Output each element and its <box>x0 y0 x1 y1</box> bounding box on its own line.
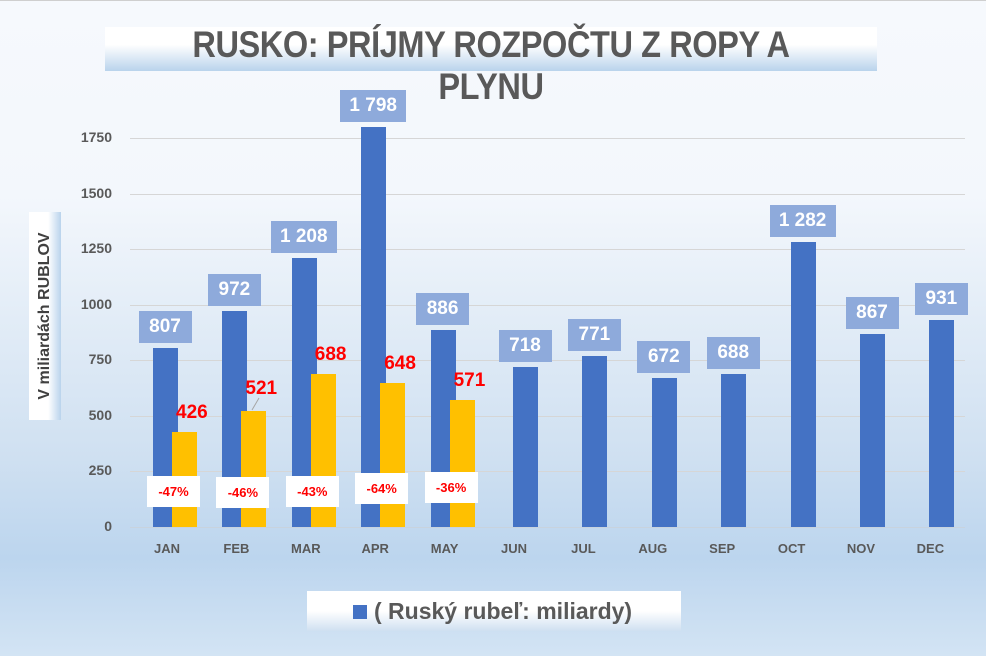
y-tick-label: 1750 <box>80 129 112 145</box>
gridline <box>130 471 965 472</box>
gridline <box>130 416 965 417</box>
bar-sep <box>721 374 747 527</box>
data-label-sep: 688 <box>706 337 760 370</box>
x-tick-jan: JAN <box>153 541 180 556</box>
data-label-jul: 771 <box>567 318 621 351</box>
x-tick-mar: MAR <box>290 541 321 556</box>
y-tick-label: 0 <box>104 518 112 534</box>
x-tick-dec: DEC <box>916 541 945 556</box>
title-background <box>105 27 877 71</box>
change-percent-label-feb: -46% <box>216 477 270 508</box>
chart-title: RUSKO: PRÍJMY ROZPOČTU Z ROPY A PLYNU <box>192 24 790 107</box>
gridline <box>130 305 965 306</box>
y-tick-label: 1000 <box>80 296 112 312</box>
x-tick-jul: JUL <box>571 541 596 556</box>
x-tick-apr: APR <box>361 541 389 556</box>
legend <box>307 591 681 631</box>
y-tick-label: 750 <box>88 351 112 367</box>
bar-orange-apr <box>380 382 406 527</box>
x-tick-oct: OCT <box>777 541 806 556</box>
orange-data-label-mar: 688 <box>314 344 347 366</box>
legend-label: ( Ruský rubeľ: miliardy) <box>374 598 633 624</box>
data-label-may: 886 <box>416 293 470 326</box>
x-tick-jun: JUN <box>500 541 527 556</box>
bar-nov <box>860 334 885 527</box>
gridline <box>130 249 965 250</box>
bar-orange-may <box>449 400 475 527</box>
legend-swatch-icon <box>353 605 367 619</box>
x-tick-may: MAY <box>430 541 459 556</box>
orange-data-label-jan: 426 <box>176 402 208 424</box>
orange-data-label-apr: 648 <box>384 352 416 374</box>
x-tick-feb: FEB <box>223 541 250 556</box>
data-label-jun: 718 <box>498 330 552 363</box>
y-tick-label: 1500 <box>80 185 112 201</box>
data-label-jan: 807 <box>138 310 192 343</box>
gridline <box>130 194 965 195</box>
y-tick-label: 500 <box>88 407 112 423</box>
x-tick-nov: NOV <box>846 541 876 556</box>
bar-jun <box>513 367 538 527</box>
bar-aug <box>651 377 677 527</box>
orange-data-label-feb: 521 <box>245 378 278 400</box>
data-label-mar: 1 208 <box>270 221 337 254</box>
x-tick-aug: AUG <box>638 541 668 556</box>
data-label-dec: 931 <box>914 283 968 316</box>
y-tick-label: 1250 <box>80 240 112 256</box>
data-label-oct: 1 282 <box>769 205 836 237</box>
orange-data-label-may: 571 <box>453 370 486 392</box>
x-tick-sep: SEP <box>709 541 736 556</box>
change-percent-label-may: -36% <box>424 472 478 503</box>
change-percent-label-apr: -64% <box>355 473 409 504</box>
y-tick-label: 250 <box>88 462 112 478</box>
change-percent-label-jan: -47% <box>147 476 200 507</box>
bar-oct <box>790 242 816 527</box>
x-axis-line <box>130 527 965 528</box>
bar-orange-feb <box>241 411 267 527</box>
y-axis-title: V miliardách RUBLOV <box>36 232 53 400</box>
data-label-aug: 672 <box>637 340 691 373</box>
data-label-apr: 1 798 <box>340 90 407 123</box>
gridline <box>130 138 965 139</box>
bar-dec <box>929 320 955 527</box>
top-border <box>0 0 986 1</box>
data-label-nov: 867 <box>845 297 899 330</box>
change-percent-label-mar: -43% <box>285 476 339 507</box>
data-label-feb: 972 <box>207 273 261 306</box>
bar-jul <box>582 355 608 527</box>
y-axis-title-background <box>29 212 61 420</box>
